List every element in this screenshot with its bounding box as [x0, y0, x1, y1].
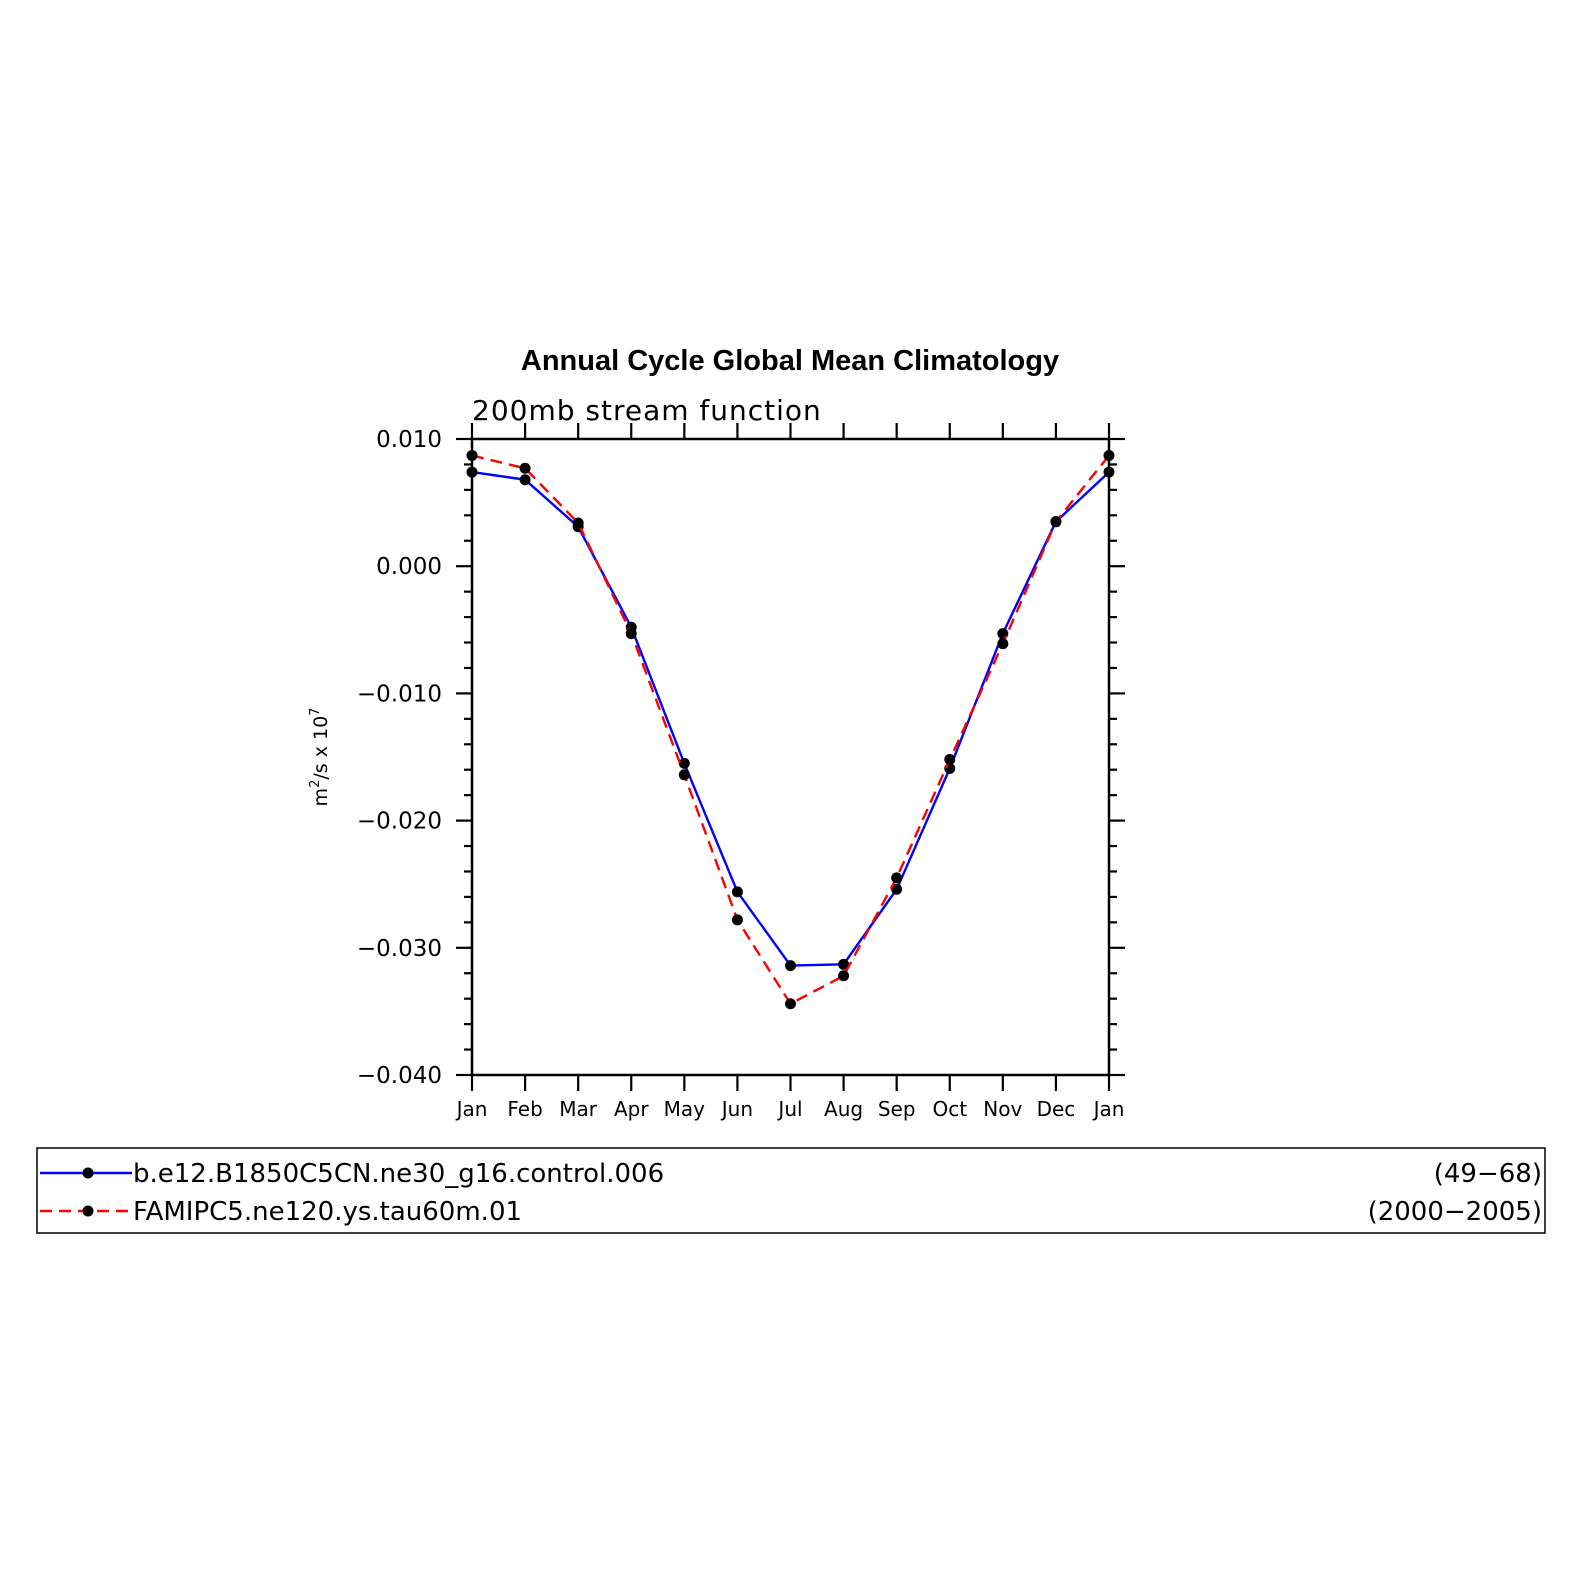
data-point — [572, 517, 584, 529]
data-point — [891, 883, 903, 895]
legend-years: (49−68) — [1434, 1159, 1542, 1189]
data-point — [466, 466, 478, 478]
y-axis-label: m2/s x 107 — [308, 708, 332, 807]
x-tick-label: May — [664, 1097, 706, 1121]
legend-marker — [82, 1167, 94, 1179]
legend-marker — [82, 1205, 94, 1217]
x-tick-label: Feb — [507, 1097, 542, 1121]
data-point — [678, 769, 690, 781]
chart-subtitle: 200mb stream function — [472, 394, 822, 427]
data-point — [466, 450, 478, 462]
x-tick-label: Jul — [776, 1097, 802, 1121]
x-tick-label: Sep — [878, 1097, 916, 1121]
data-point — [838, 970, 850, 982]
x-tick-label: Dec — [1037, 1097, 1076, 1121]
y-tick-label: 0.000 — [376, 554, 442, 580]
y-tick-label: −0.040 — [357, 1063, 442, 1089]
x-tick-label: Jun — [720, 1097, 753, 1121]
data-point — [519, 474, 531, 486]
data-point — [838, 958, 850, 970]
series-1 — [466, 466, 1115, 972]
series-line — [471, 470, 1110, 967]
data-point — [1050, 516, 1062, 528]
y-tick-label: −0.020 — [357, 809, 442, 835]
x-tick-label: Aug — [824, 1097, 863, 1121]
data-point — [1103, 450, 1115, 462]
x-tick-labels: Jan Feb Mar Apr May Jun Jul Aug Sep Oct Nov Dec Jan — [455, 1097, 1125, 1121]
axis-ticks — [456, 423, 1125, 1091]
x-tick-label: Apr — [614, 1097, 649, 1121]
data-point — [519, 462, 531, 474]
y-tick-labels: 0.010 0.000 −0.010 −0.020 −0.030 −0.040 — [357, 427, 442, 1089]
chart-title: Annual Cycle Global Mean Climatology — [521, 345, 1059, 377]
y-tick-label: −0.010 — [357, 681, 442, 707]
data-point — [891, 872, 903, 884]
x-tick-label: Mar — [559, 1097, 598, 1121]
x-tick-label: Jan — [1092, 1097, 1125, 1121]
y-tick-label: 0.010 — [376, 427, 442, 453]
series-line — [471, 454, 1110, 1005]
data-point — [785, 960, 796, 972]
legend-box — [36, 1147, 1546, 1234]
legend-label: FAMIPC5.ne120.ys.tau60m.01 — [133, 1197, 522, 1227]
data-point — [625, 628, 637, 640]
y-axis-label-exp: 7 — [308, 708, 323, 716]
data-point — [1103, 466, 1115, 478]
y-axis-label-mid: /s x 10 — [310, 716, 332, 780]
data-point — [678, 757, 690, 769]
data-point — [785, 998, 796, 1010]
series-2 — [466, 450, 1115, 1010]
x-tick-label: Nov — [983, 1097, 1022, 1121]
y-axis-label-sup: 2 — [308, 780, 323, 788]
legend-entries: b.e12.B1850C5CN.ne30_g16.control.006 (49−… — [40, 1159, 1542, 1227]
legend-entry-1: b.e12.B1850C5CN.ne30_g16.control.006 (49−… — [40, 1159, 1542, 1189]
x-tick-label: Oct — [932, 1097, 967, 1121]
data-point — [731, 914, 743, 926]
data-point — [944, 754, 956, 766]
y-axis-label-base: m — [310, 788, 332, 807]
legend: b.e12.B1850C5CN.ne30_g16.control.006 (49−… — [36, 1147, 1546, 1234]
y-axis-label-text: m2/s x 107 — [308, 708, 332, 807]
plot-frame — [470, 437, 1111, 1077]
legend-years: (2000−2005) — [1368, 1197, 1542, 1227]
y-tick-label: −0.030 — [357, 936, 442, 962]
legend-entry-2: FAMIPC5.ne120.ys.tau60m.01 (2000−2005) — [40, 1197, 1542, 1227]
data-point — [997, 638, 1009, 650]
data-point — [731, 886, 743, 898]
legend-label: b.e12.B1850C5CN.ne30_g16.control.006 — [133, 1159, 664, 1189]
series-layer — [466, 450, 1115, 1010]
x-tick-label: Jan — [455, 1097, 488, 1121]
